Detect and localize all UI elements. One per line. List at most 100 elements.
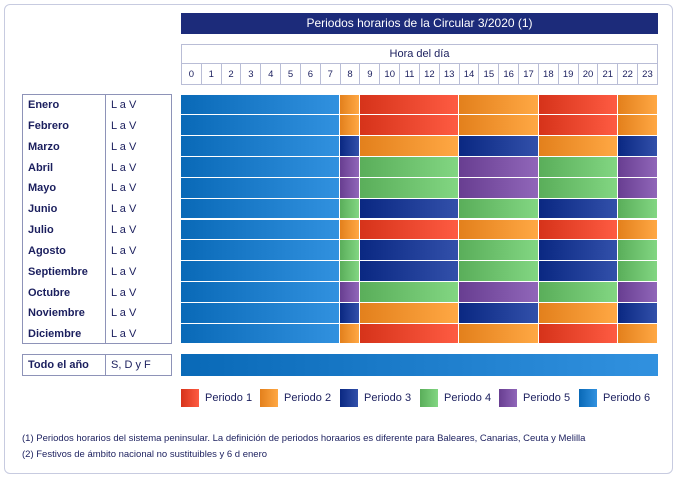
month-row: Febrero L a V: [23, 116, 171, 136]
hour-ticks: 0 1 2 3 4 5 6 7 8 9 10 11 12 13 14 15 16 17 18 19 20 21 22 23: [182, 64, 657, 85]
hour-tick: 19: [557, 64, 578, 85]
year-row-days: S, D y F: [111, 359, 151, 371]
month-row: Junio L a V: [23, 199, 171, 219]
period-cell: [359, 177, 459, 198]
month-name: Marzo: [28, 140, 60, 153]
hour-tick: 16: [498, 64, 518, 85]
month-row: Mayo L a V: [23, 178, 171, 198]
month-days: L a V: [111, 99, 137, 111]
legend-swatch: [260, 389, 278, 407]
footnote-1: (1) Periodos horarios del sistema penins…: [22, 433, 586, 444]
period-cell: [618, 323, 657, 344]
month-name: Agosto: [28, 244, 66, 257]
hour-tick: 5: [280, 64, 300, 85]
hour-tick: 22: [617, 64, 637, 85]
month-name: Mayo: [28, 182, 57, 195]
month-days: L a V: [111, 140, 137, 153]
month-name: Abril: [28, 161, 54, 174]
month-row: Marzo L a V: [23, 137, 171, 157]
period-cell: [618, 240, 657, 261]
hour-tick: 12: [418, 64, 439, 85]
period-cell: [618, 94, 657, 115]
month-days: L a V: [111, 203, 137, 216]
period-cell: [538, 261, 618, 281]
period-cell: [359, 115, 459, 136]
period-cell: [359, 240, 459, 261]
month-days: L a V: [111, 307, 137, 320]
month-row: Abril L a V: [23, 158, 171, 178]
hour-tick: 23: [637, 64, 657, 85]
period-cell: [359, 219, 459, 240]
legend-label: Periodo 1: [205, 392, 253, 404]
month-row: Noviembre L a V: [23, 303, 171, 323]
period-cell: [459, 219, 538, 240]
legend-swatch: [420, 389, 438, 407]
month-name: Septiembre: [28, 265, 88, 278]
period-cell: [181, 219, 339, 240]
month-name: Enero: [28, 99, 60, 111]
period-cell: [181, 177, 339, 198]
month-row: Septiembre L a V: [23, 262, 171, 282]
month-name: Noviembre: [28, 307, 85, 320]
month-days: L a V: [111, 286, 137, 299]
hour-tick: 6: [299, 64, 320, 85]
period-cell: [618, 115, 657, 136]
hour-tick: 21: [597, 64, 617, 85]
month-days: L a V: [111, 182, 137, 195]
month-days: L a V: [111, 244, 137, 257]
period-cell: [340, 219, 359, 240]
period-cell: [359, 157, 459, 177]
period-cell: [618, 261, 657, 281]
period-cell: [359, 198, 459, 219]
period-cell: [618, 282, 657, 302]
period-cell: [340, 136, 359, 156]
period-cell: [181, 94, 339, 115]
period-cell: [340, 94, 359, 115]
period-cell: [181, 115, 339, 136]
period-cell: [618, 219, 657, 240]
period-cell: [459, 323, 538, 344]
year-divider: [105, 355, 106, 375]
period-cell: [359, 261, 459, 281]
month-row: Agosto L a V: [23, 241, 171, 261]
legend-swatch: [340, 389, 358, 407]
period-cell: [359, 136, 459, 156]
period-cell: [181, 323, 339, 344]
month-labels: Enero L a V Febrero L a V Marzo L a V Abril L a…: [22, 94, 172, 344]
period-cell: [459, 136, 538, 156]
legend: Periodo 1 Periodo 2 Periodo 3 Periodo 4 Peri…: [181, 389, 658, 407]
month-name: Julio: [28, 224, 54, 236]
period-cell: [181, 136, 339, 156]
period-cell: [538, 302, 618, 323]
month-name: Octubre: [28, 286, 71, 299]
period-cell: [459, 302, 538, 323]
period-cell: [359, 282, 459, 302]
period-cell: [538, 177, 618, 198]
month-row: Diciembre L a V: [23, 324, 171, 344]
month-days: L a V: [111, 265, 137, 278]
period-cell: [340, 302, 359, 323]
month-name: Febrero: [28, 119, 69, 132]
period-cell: [538, 240, 618, 261]
period-cell: [538, 136, 618, 156]
hour-label: Hora del día: [182, 45, 657, 64]
month-row: Julio L a V: [23, 220, 171, 240]
footnote-2: (2) Festivos de ámbito nacional no susti…: [22, 449, 268, 460]
legend-label: Periodo 6: [603, 392, 651, 404]
month-row: Enero L a V: [23, 95, 171, 115]
period-cell: [340, 115, 359, 136]
period-cell: [459, 261, 538, 281]
period-cell: [181, 157, 339, 177]
period-cell: [459, 198, 538, 219]
period-cell: [340, 282, 359, 302]
hour-tick: 20: [577, 64, 598, 85]
hour-tick: 4: [260, 64, 280, 85]
period-cell: [340, 198, 359, 219]
legend-label: Periodo 3: [364, 392, 412, 404]
period-cell: [459, 282, 538, 302]
hour-tick: 8: [339, 64, 360, 85]
period-cell: [538, 198, 618, 219]
period-cell: [538, 157, 618, 177]
period-cell: [359, 302, 459, 323]
period-cell: [538, 282, 618, 302]
